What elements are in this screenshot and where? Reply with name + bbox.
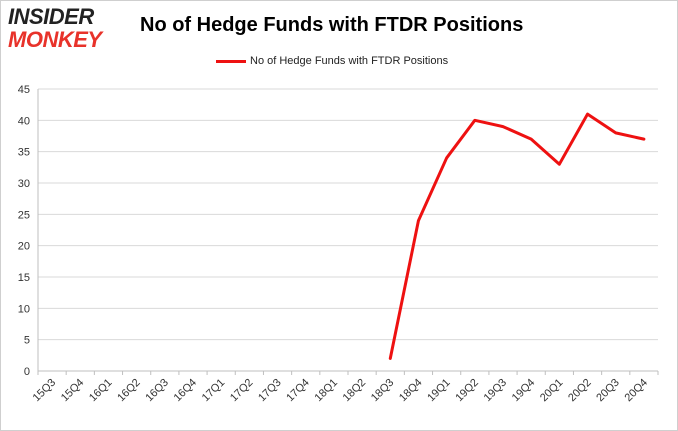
x-tick-labels: 15Q3 15Q4 16Q1 16Q2 16Q3 16Q4 17Q1 17Q2 17Q3 17Q4… [31, 377, 650, 405]
x-tick-label-18Q3: 18Q3 [369, 377, 397, 405]
gridlines [38, 88, 658, 341]
x-tick-label-19Q1: 19Q1 [425, 377, 453, 405]
x-tick-label-16Q3: 16Q3 [143, 377, 171, 405]
x-tick-label-20Q2: 20Q2 [566, 377, 594, 405]
x-tick-label-17Q4: 17Q4 [284, 377, 312, 405]
legend-label: No of Hedge Funds with FTDR Positions [250, 55, 449, 67]
y-tick-label-20: 20 [18, 241, 30, 253]
x-tick-label-19Q3: 19Q3 [482, 377, 510, 405]
x-tick-label-17Q3: 17Q3 [256, 377, 284, 405]
chart-title: No of Hedge Funds with FTDR Positions [140, 14, 524, 36]
legend-swatch [216, 59, 246, 63]
logo-line-2: MONKEY [8, 27, 102, 52]
x-tick-label-20Q1: 20Q1 [538, 377, 566, 405]
x-tick-label-16Q1: 16Q1 [87, 377, 115, 405]
x-tick-label-16Q4: 16Q4 [172, 377, 200, 405]
y-tick-label-10: 10 [18, 303, 30, 315]
series-line-0-0 [388, 112, 646, 360]
x-tick-label-19Q2: 19Q2 [453, 377, 481, 405]
y-tick-label-35: 35 [18, 147, 30, 159]
axes [37, 89, 659, 375]
y-tick-label-45: 45 [18, 84, 30, 96]
y-tick-label-0: 0 [24, 366, 30, 378]
x-tick-label-15Q4: 15Q4 [59, 377, 87, 405]
x-tick-label-18Q2: 18Q2 [341, 377, 369, 405]
x-tick-label-15Q3: 15Q3 [31, 377, 59, 405]
y-tick-label-5: 5 [24, 335, 30, 347]
x-tick-label-18Q4: 18Q4 [397, 377, 425, 405]
y-tick-label-40: 40 [18, 115, 30, 127]
y-tick-labels: 0 5 10 15 20 25 30 35 40 45 [18, 84, 30, 378]
insider-monkey-logo: INSIDER MONKEY [8, 6, 126, 51]
logo-line-1: INSIDER [8, 4, 94, 29]
y-tick-label-25: 25 [18, 209, 30, 221]
x-tick-label-19Q4: 19Q4 [510, 377, 538, 405]
x-tick-label-20Q3: 20Q3 [594, 377, 622, 405]
x-tick-label-17Q2: 17Q2 [228, 377, 256, 405]
x-tick-label-16Q2: 16Q2 [115, 377, 143, 405]
x-tick-label-18Q1: 18Q1 [313, 377, 341, 405]
y-tick-label-15: 15 [18, 272, 30, 284]
y-tick-label-30: 30 [18, 178, 30, 190]
series-lines [388, 112, 646, 360]
chart-legend: No of Hedge Funds with FTDR Positions [216, 55, 448, 67]
x-tick-label-20Q4: 20Q4 [623, 377, 651, 405]
x-tick-label-17Q1: 17Q1 [200, 377, 228, 405]
